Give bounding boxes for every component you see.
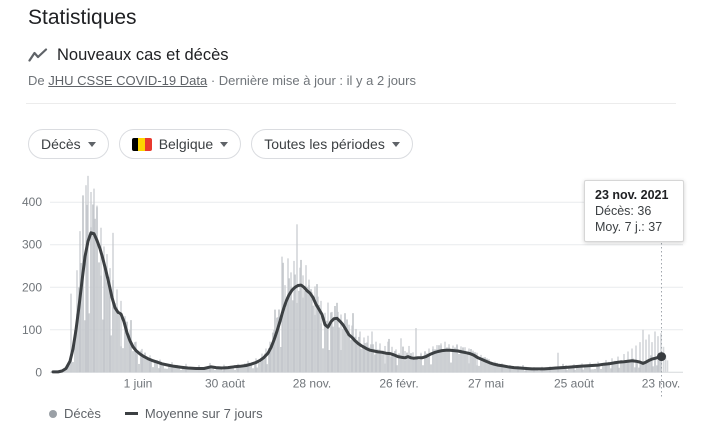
svg-text:300: 300 <box>22 238 42 252</box>
x-axis-labels: 1 juin 30 août 28 nov. 26 févr. 27 mai 25 aoû… <box>124 377 681 391</box>
page-title: Statistiques <box>28 6 137 29</box>
deces-dot-icon <box>49 409 57 418</box>
current-point[interactable] <box>657 352 666 362</box>
period-dropdown[interactable]: Toutes les périodes <box>251 129 413 159</box>
y-axis-labels: 0 100 200 300 400 <box>22 195 42 379</box>
svg-text:200: 200 <box>22 280 42 294</box>
svg-text:28 nov.: 28 nov. <box>293 377 331 391</box>
source-line: De JHU CSSE COVID-19 Data · Dernière mis… <box>28 73 416 88</box>
chart-canvas[interactable]: 0 100 200 300 400 1 juin 30 août 28 nov. 26 févr… <box>0 165 707 400</box>
period-dropdown-label: Toutes les périodes <box>264 136 385 152</box>
svg-text:0: 0 <box>35 365 42 379</box>
chevron-down-icon <box>391 142 400 147</box>
average-line <box>51 231 663 374</box>
source-link[interactable]: JHU CSSE COVID-19 Data <box>48 73 208 88</box>
line-chart-icon <box>28 47 48 62</box>
svg-text:26 févr.: 26 févr. <box>379 377 418 391</box>
widget-title: Nouveaux cas et décès <box>57 46 229 64</box>
legend-item-average: Moyenne sur 7 jours <box>124 406 263 421</box>
svg-text:400: 400 <box>22 195 42 209</box>
source-updated: · Dernière mise à jour : il y a 2 jours <box>210 73 416 88</box>
tooltip-average: Moy. 7 j.: 37 <box>595 220 663 234</box>
filter-bar: Décès Belgique Toutes les périodes <box>28 129 413 159</box>
country-dropdown[interactable]: Belgique <box>118 129 242 159</box>
legend-average-label: Moyenne sur 7 jours <box>144 406 263 421</box>
legend-item-deces: Décès <box>49 406 101 421</box>
svg-text:1 juin: 1 juin <box>124 377 153 391</box>
belgium-flag-icon <box>131 137 152 151</box>
chart-tooltip: 23 nov. 2021 Décès: 36 Moy. 7 j.: 37 <box>584 180 684 242</box>
svg-text:100: 100 <box>22 323 42 337</box>
covid-chart[interactable]: 0 100 200 300 400 1 juin 30 août 28 nov. 26 févr… <box>0 165 707 400</box>
chevron-down-icon <box>87 142 96 147</box>
tooltip-date: 23 nov. 2021 <box>595 188 669 202</box>
widget-header: Nouveaux cas et décès <box>28 46 229 65</box>
country-dropdown-label: Belgique <box>158 136 214 152</box>
metric-dropdown-label: Décès <box>41 136 81 152</box>
average-line-icon <box>124 412 138 415</box>
daily-bars <box>52 175 662 373</box>
svg-text:25 août: 25 août <box>554 377 595 391</box>
chevron-down-icon <box>220 142 229 147</box>
svg-text:30 août: 30 août <box>205 377 246 391</box>
legend-deces-label: Décès <box>64 406 101 421</box>
divider <box>26 103 676 104</box>
source-prefix: De <box>28 73 45 88</box>
svg-text:23 nov.: 23 nov. <box>642 377 680 391</box>
tooltip-deaths: Décès: 36 <box>595 204 652 218</box>
svg-text:27 mai: 27 mai <box>468 377 504 391</box>
chart-legend: Décès Moyenne sur 7 jours <box>49 406 263 421</box>
metric-dropdown[interactable]: Décès <box>28 129 109 159</box>
